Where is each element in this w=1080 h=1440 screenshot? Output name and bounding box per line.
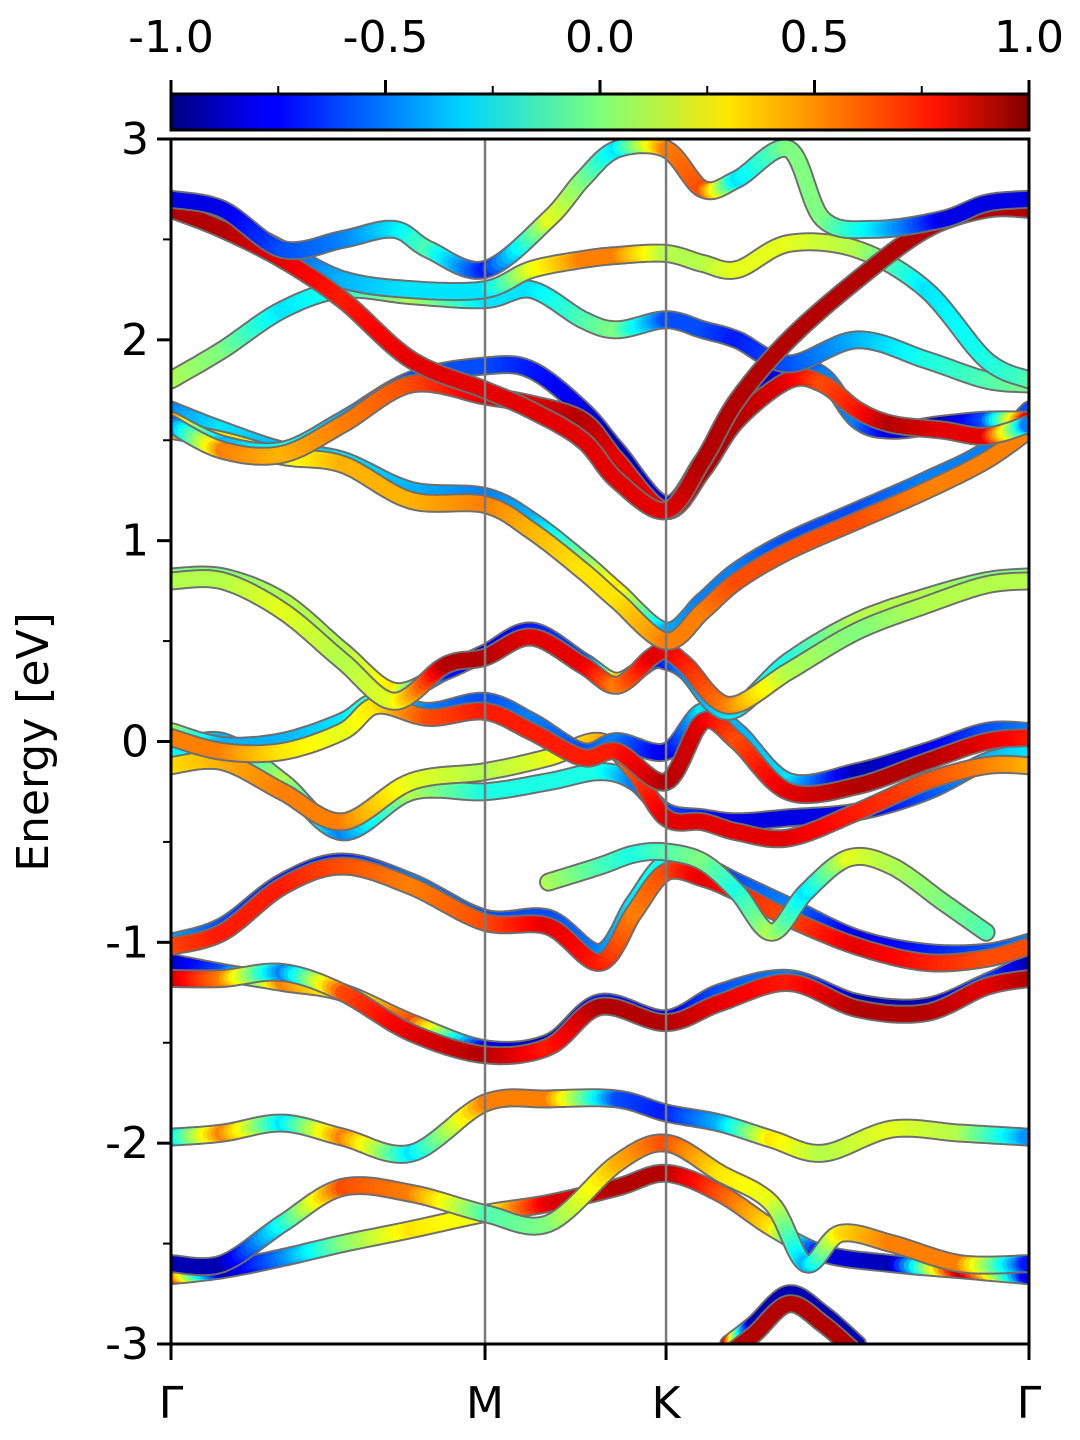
colorbar-ticks: -1.0 -0.5 0.0 0.5 1.0 [128,12,1064,94]
colorbar-tick-label: -1.0 [128,12,214,63]
band-line [171,139,1029,280]
band-line [171,279,1029,394]
band-line [171,962,1029,1066]
colorbar: -1.0 -0.5 0.0 0.5 1.0 [128,12,1064,132]
band-lines [171,139,1029,1344]
colorbar-gradient [169,92,1031,132]
colorbar-tick-label: 0.5 [780,12,850,63]
colorbar-tick-label: 0.0 [565,12,635,63]
band-line [171,1088,1029,1164]
colorbar-tick-label: 1.0 [994,12,1064,63]
band-segment [976,923,994,940]
band-line [539,841,996,942]
colorbar-tick-label: -0.5 [343,12,429,63]
